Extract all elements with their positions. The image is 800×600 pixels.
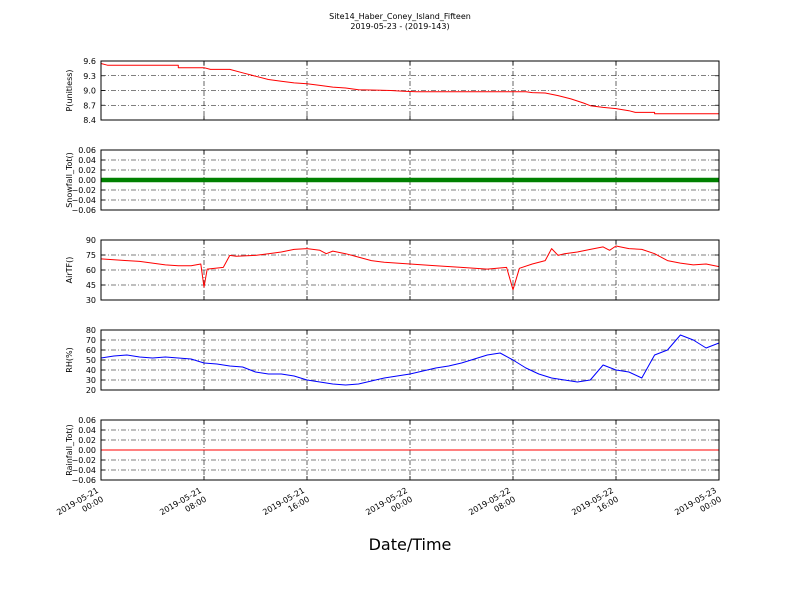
x-axis-label: Date/Time [369, 535, 452, 554]
y-tick-label: 30 [86, 376, 96, 385]
x-tick-label: 2019-05-2108:00 [158, 486, 208, 526]
panel-frame [100, 60, 720, 121]
y-tick-label: −0.02 [71, 186, 96, 195]
series-line [100, 334, 720, 386]
chart-subtitle: 2019-05-23 - (2019-143) [350, 22, 449, 31]
chart-title: Site14_Haber_Coney_Island_Fifteen [329, 12, 471, 21]
y-tick-label: 45 [86, 281, 96, 290]
y-tick-label: 0.02 [78, 436, 96, 445]
series-line [100, 63, 719, 115]
x-tick-label: 2019-05-2300:00 [673, 486, 723, 526]
panel-frame [100, 329, 720, 391]
y-tick-label: −0.06 [71, 206, 96, 215]
y-tick-label: 30 [86, 296, 96, 305]
x-tick-label: 2019-05-2116:00 [261, 486, 311, 526]
series-line [100, 245, 720, 291]
y-tick-label: 75 [86, 251, 96, 260]
panels: 8.48.79.09.39.6P(unitless)−0.06−0.04−0.0… [65, 57, 720, 485]
y-axis-label: Snowfall_Tot() [65, 152, 74, 208]
x-tick-label: 2019-05-2216:00 [570, 486, 620, 526]
y-tick-label: 0.06 [78, 416, 96, 425]
x-tick-labels: 2019-05-2100:00 2019-05-2108:00 2019-05-21… [55, 486, 723, 526]
y-tick-label: 0.06 [78, 146, 96, 155]
y-tick-label: 20 [86, 386, 96, 395]
y-tick-label: −0.02 [71, 456, 96, 465]
panel-frame [100, 239, 720, 301]
panel-2: −0.06−0.04−0.020.000.020.040.06 Snowfall_… [65, 146, 720, 215]
y-tick-label: 0.00 [78, 176, 96, 185]
y-tick-label: 70 [86, 336, 96, 345]
y-axis-label: Rainfall_Tot() [65, 424, 74, 476]
y-tick-label: 50 [86, 356, 96, 365]
y-tick-label: 9.3 [83, 72, 96, 81]
y-tick-label: 0.00 [78, 446, 96, 455]
y-tick-label: −0.06 [71, 476, 96, 485]
y-tick-label: 40 [86, 366, 96, 375]
x-tick-label: 2019-05-2200:00 [364, 486, 414, 526]
panel-3: 30 45 60 75 90 AirTF() [65, 236, 720, 305]
y-tick-label: 8.4 [83, 116, 96, 125]
y-tick-label: 60 [86, 266, 96, 275]
y-tick-label: 9.6 [83, 57, 96, 66]
y-axis-label: AirTF() [65, 257, 74, 284]
y-tick-label: 8.7 [83, 101, 96, 110]
y-tick-label: 0.04 [78, 156, 96, 165]
x-tick-label: 2019-05-2208:00 [467, 486, 517, 526]
y-tick-label: −0.04 [71, 196, 96, 205]
panel-5: −0.06−0.04−0.020.000.020.040.06 Rainfall_… [65, 416, 720, 485]
y-tick-label: 0.04 [78, 426, 96, 435]
panel-frame [100, 149, 720, 211]
y-tick-label: 9.0 [83, 87, 96, 96]
y-tick-label: −0.04 [71, 466, 96, 475]
y-tick-label: 80 [86, 326, 96, 335]
panel-frame [100, 419, 720, 481]
panel-1: 8.4 8.7 9.0 9.3 9.6 P(unitless) [65, 57, 720, 125]
y-tick-label: 0.02 [78, 166, 96, 175]
y-tick-label: 60 [86, 346, 96, 355]
y-axis-label: P(unitless) [65, 69, 74, 111]
x-tick-label: 2019-05-2100:00 [55, 486, 105, 526]
y-axis-label: RH(%) [65, 347, 74, 372]
y-tick-label: 90 [86, 236, 96, 245]
